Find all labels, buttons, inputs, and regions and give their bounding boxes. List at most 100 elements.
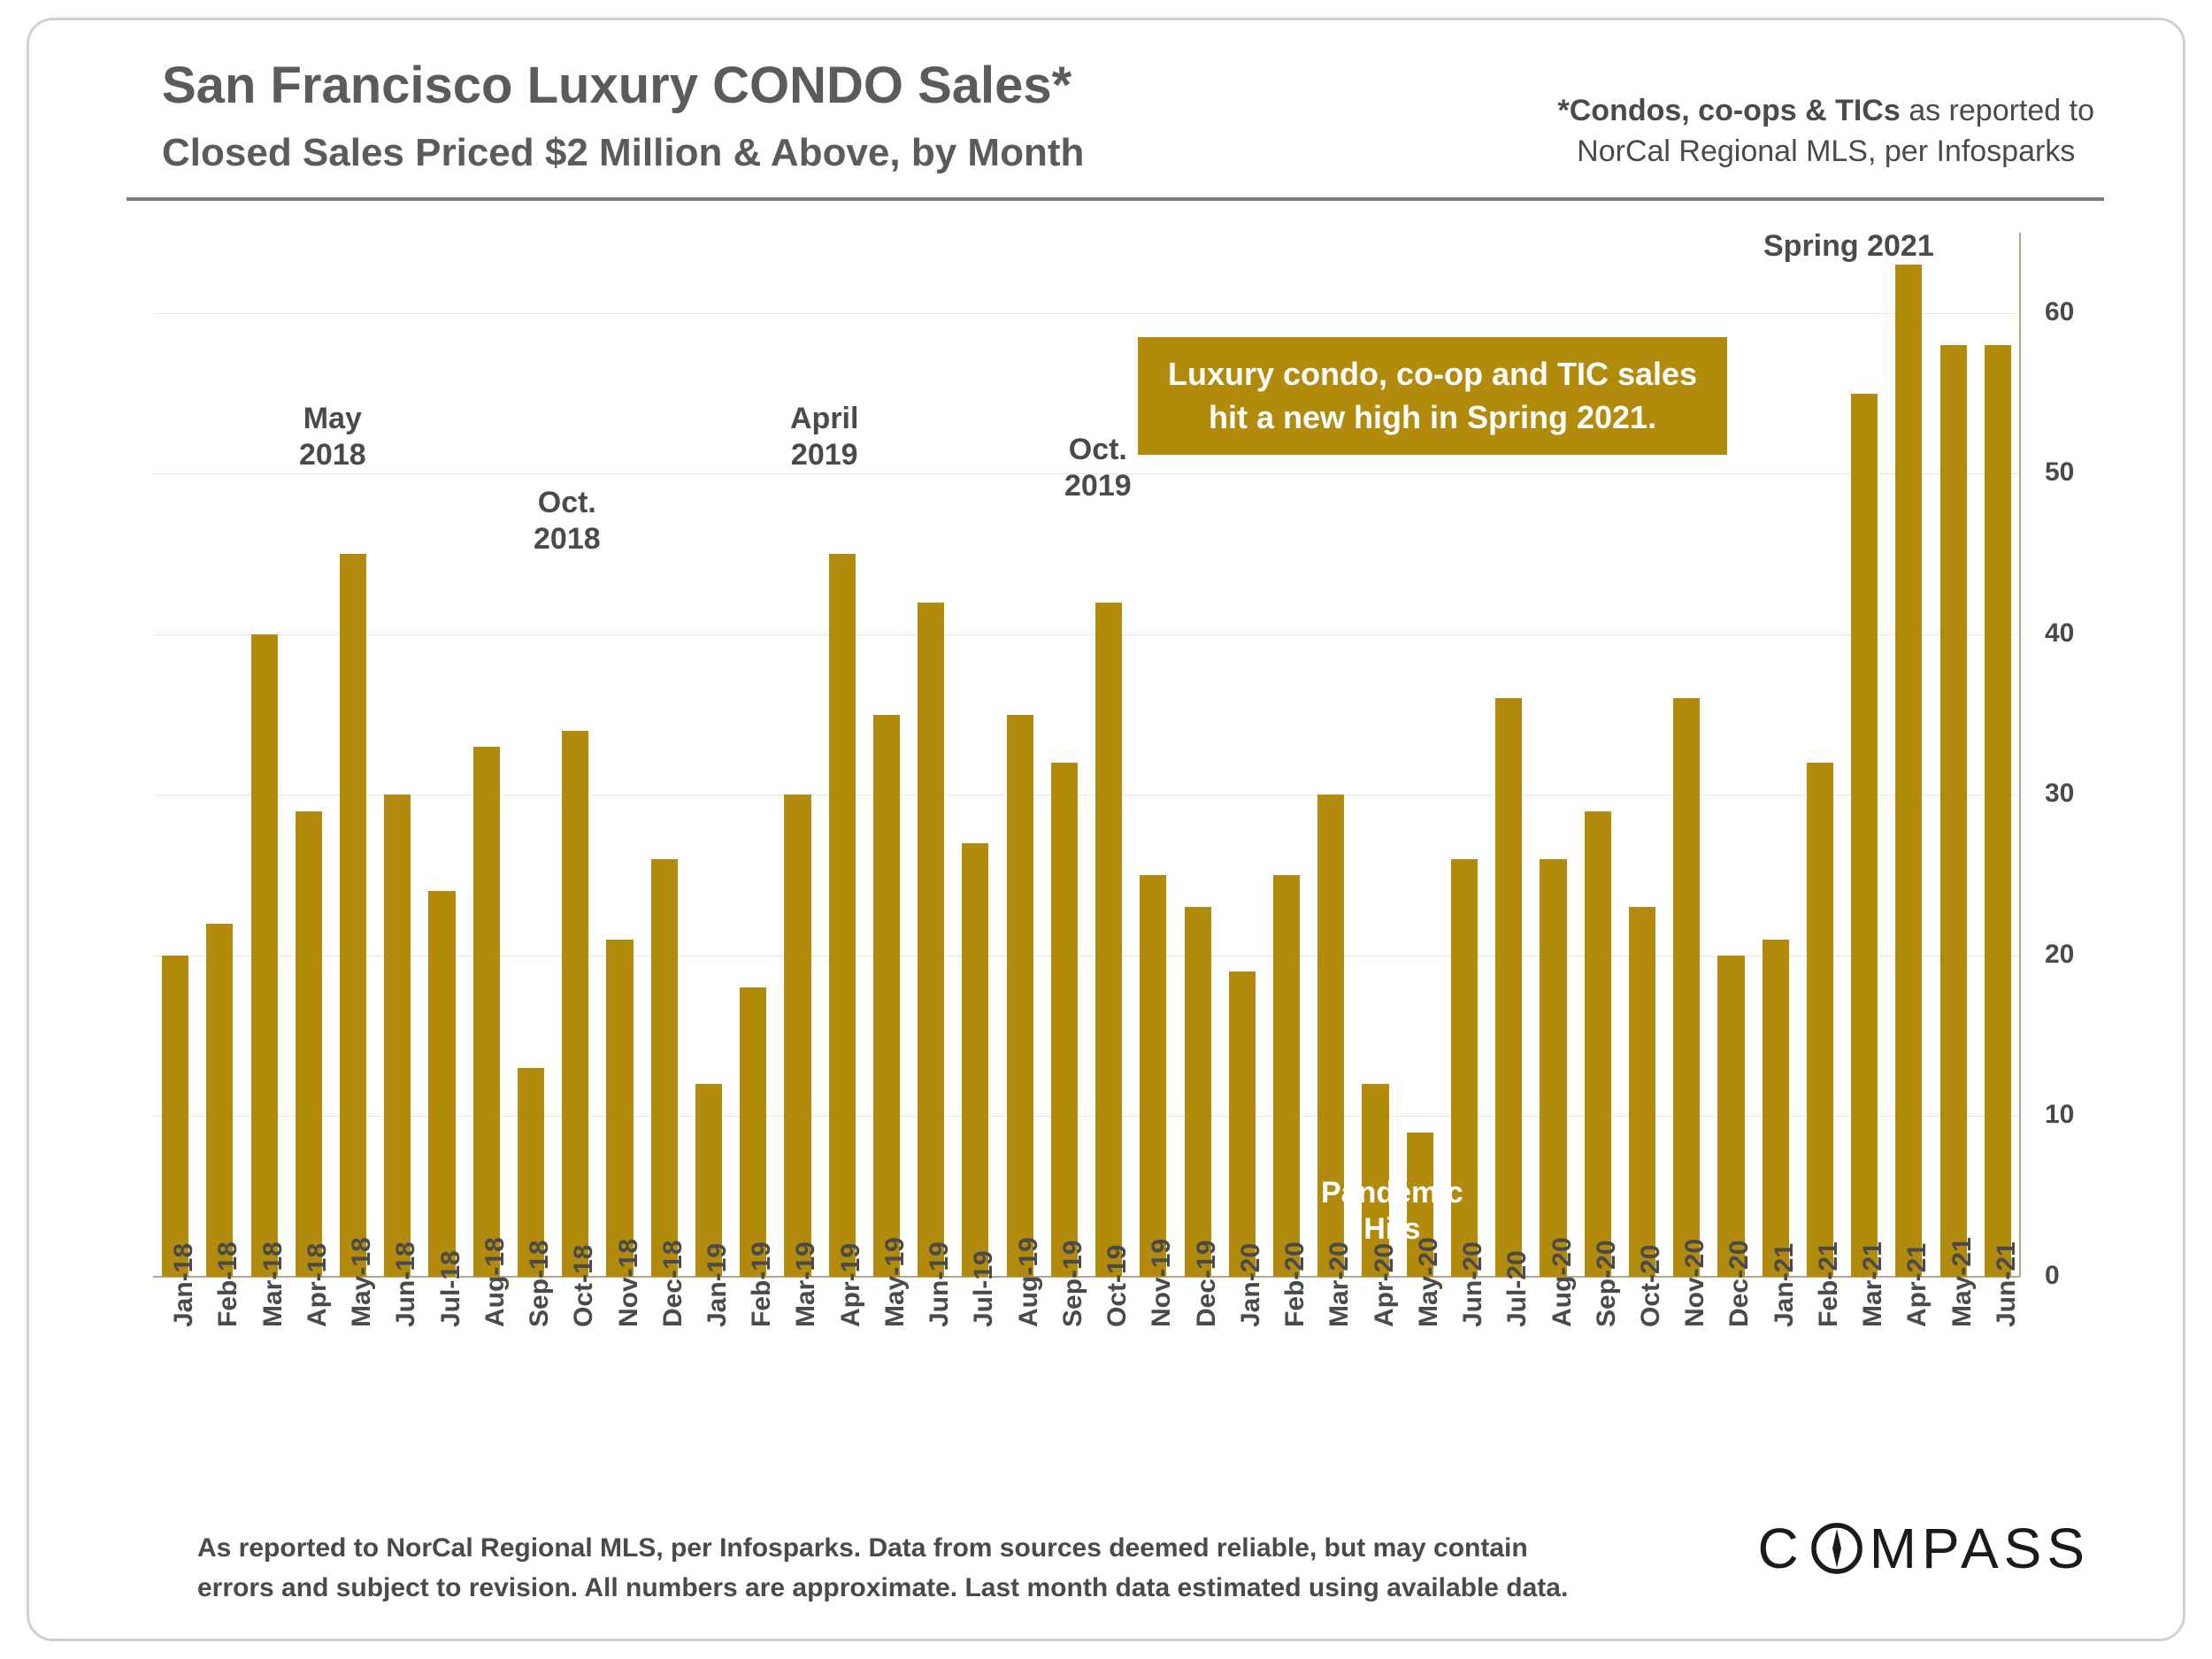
bar: [1095, 603, 1122, 1277]
bar: [1540, 859, 1566, 1277]
note-rest1: as reported to: [1901, 94, 2094, 127]
x-tick-label: Jun-19: [925, 1310, 955, 1327]
x-tick-label: May-21: [1947, 1310, 1978, 1327]
bar: [1985, 345, 2011, 1277]
x-tick-label: Feb-21: [1814, 1310, 1844, 1327]
x-tick-label: Oct-18: [569, 1310, 599, 1327]
callout-oct-2018: Oct.2018: [534, 485, 601, 557]
disclaimer-text: As reported to NorCal Regional MLS, per …: [197, 1528, 1569, 1608]
bar: [962, 843, 988, 1277]
bar: [1273, 875, 1300, 1277]
x-tick-label: Feb-18: [213, 1310, 243, 1327]
x-tick-label: Mar-18: [258, 1310, 288, 1327]
chart-subtitle: Closed Sales Priced $2 Million & Above, …: [162, 131, 1084, 175]
x-tick-label: Dec-20: [1724, 1310, 1755, 1327]
bar: [473, 747, 500, 1277]
x-tick-label: Sep-20: [1592, 1310, 1622, 1327]
callout-box: Luxury condo, co-op and TIC sales hit a …: [1135, 334, 1730, 457]
x-tick-label: Feb-20: [1280, 1310, 1310, 1327]
bar: [162, 956, 188, 1277]
x-tick-label: Sep-18: [525, 1310, 555, 1327]
bar: [873, 715, 900, 1277]
callout-box-line1: Luxury condo, co-op and TIC sales: [1168, 356, 1697, 392]
bar-chart: 0102030405060Jan-18Feb-18Mar-18Apr-18May…: [153, 233, 2082, 1383]
y-axis: [2019, 233, 2021, 1277]
x-tick-label: May-20: [1414, 1310, 1444, 1327]
bar: [1185, 907, 1211, 1277]
chart-note: *Condos, co-ops & TICs as reported to No…: [1558, 91, 2094, 173]
x-tick-label: Sep-19: [1058, 1310, 1088, 1327]
x-tick-label: Apr-19: [836, 1310, 866, 1327]
bar: [1229, 972, 1256, 1277]
x-tick-label: Nov-18: [614, 1310, 644, 1327]
bar: [1807, 763, 1833, 1277]
x-tick-label: Jan-20: [1236, 1310, 1266, 1327]
x-tick-label: Aug-19: [1014, 1310, 1044, 1327]
x-tick-label: Oct-20: [1636, 1310, 1666, 1327]
x-tick-label: Apr-18: [303, 1310, 333, 1327]
bar: [1895, 265, 1922, 1277]
x-tick-label: Feb-19: [747, 1310, 777, 1327]
x-tick-label: Oct-19: [1102, 1310, 1133, 1327]
x-tick-label: Jul-19: [969, 1310, 999, 1327]
callout-may-2018: May2018: [299, 401, 366, 473]
bar: [251, 634, 278, 1277]
x-tick-label: Nov-19: [1147, 1310, 1177, 1327]
x-tick-label: Dec-19: [1192, 1310, 1222, 1327]
y-tick-label: 20: [2045, 940, 2074, 970]
x-tick-label: Jan-18: [169, 1310, 199, 1327]
logo-before: C: [1757, 1516, 1803, 1581]
y-tick-label: 0: [2045, 1261, 2060, 1291]
y-tick-label: 50: [2045, 457, 2074, 488]
bar: [1140, 875, 1166, 1277]
bar: [562, 731, 588, 1277]
x-tick-label: Jun-20: [1458, 1310, 1488, 1327]
x-tick-label: Mar-20: [1325, 1310, 1355, 1327]
bar: [606, 940, 633, 1277]
bar: [1940, 345, 1967, 1277]
note-bold: *Condos, co-ops & TICs: [1558, 94, 1901, 127]
x-tick-label: Jan-19: [703, 1310, 733, 1327]
bar: [1717, 956, 1744, 1277]
bar: [1007, 715, 1033, 1277]
bar: [740, 987, 766, 1277]
compass-o-icon: [1809, 1521, 1864, 1576]
chart-frame: San Francisco Luxury CONDO Sales* Closed…: [27, 18, 2185, 1641]
x-tick-label: May-18: [347, 1310, 377, 1327]
logo-after: MPASS: [1870, 1516, 2090, 1581]
bar: [784, 795, 810, 1277]
x-tick-label: Apr-20: [1370, 1310, 1400, 1327]
callout-spring-2021: Spring 2021: [1763, 228, 1934, 265]
plot-area: 0102030405060Jan-18Feb-18Mar-18Apr-18May…: [153, 233, 2020, 1277]
bar: [206, 924, 233, 1277]
x-tick-label: May-19: [880, 1310, 910, 1327]
callout-oct-2019: Oct.2019: [1064, 432, 1132, 504]
y-tick-label: 40: [2045, 618, 2074, 649]
callout-pandemic: PandemicHits: [1321, 1175, 1463, 1248]
x-tick-label: Mar-19: [791, 1310, 821, 1327]
x-tick-label: Nov-20: [1680, 1310, 1710, 1327]
bar: [1051, 763, 1078, 1277]
gridline: [153, 313, 2020, 314]
x-tick-label: Aug-18: [480, 1310, 511, 1327]
x-tick-label: Jun-18: [391, 1310, 421, 1327]
bar: [829, 554, 856, 1277]
bar: [1763, 940, 1789, 1277]
y-tick-label: 60: [2045, 297, 2074, 327]
x-tick-label: Jan-21: [1770, 1310, 1800, 1327]
bar: [1495, 698, 1522, 1277]
gridline: [153, 634, 2020, 635]
callout-box-line2: hit a new high in Spring 2021.: [1209, 399, 1656, 435]
bar: [340, 554, 366, 1277]
chart-title: San Francisco Luxury CONDO Sales*: [162, 56, 1071, 115]
x-tick-label: Aug-20: [1548, 1310, 1578, 1327]
bar: [384, 795, 411, 1277]
callout-apr-2019: April2019: [790, 401, 858, 473]
bar: [1673, 698, 1700, 1277]
bar: [1629, 907, 1655, 1277]
x-tick-label: Jun-21: [1992, 1310, 2022, 1327]
bar: [1585, 811, 1611, 1277]
note-line2: NorCal Regional MLS, per Infosparks: [1577, 134, 2075, 168]
bar: [1851, 394, 1878, 1277]
x-tick-label: Jul-18: [436, 1310, 466, 1327]
